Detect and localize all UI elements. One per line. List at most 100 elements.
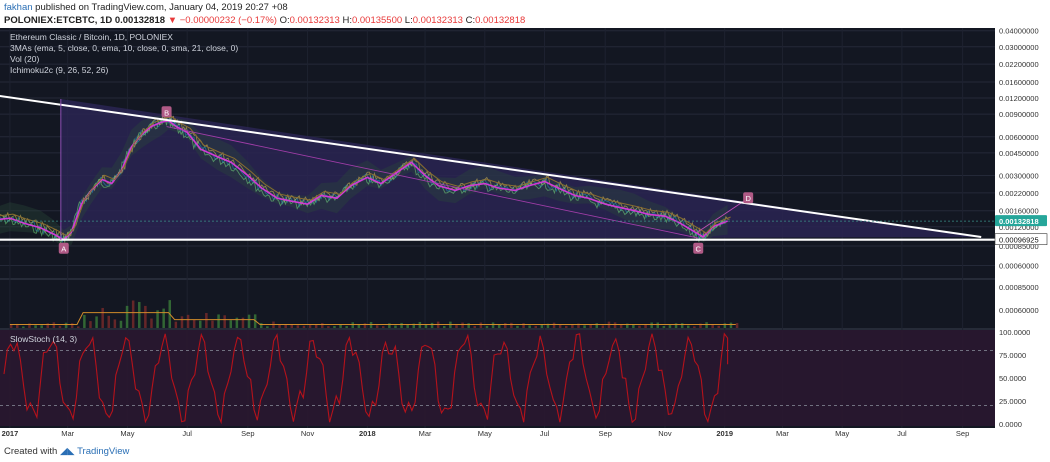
volume-bar [223,315,226,328]
volume-bar [138,301,141,328]
volume-bar [455,325,458,328]
volume-bar [192,319,196,328]
volume-bar [735,323,739,328]
volume-bar [394,325,397,328]
volume-bar [473,326,477,328]
volume-bar [443,326,446,328]
volume-bar [40,325,43,328]
support-price-badge [994,233,1048,246]
volume-bar [687,325,690,328]
volume-bar [583,325,586,328]
volume-bar [406,324,409,328]
published-text: published on TradingView.com, January 04… [35,2,288,13]
time-axis-background [0,428,995,440]
volume-bar [28,323,31,328]
time-tick-label: Jul [897,429,907,438]
volume-bar [77,326,80,328]
volume-bar [534,325,538,328]
volume-bar [119,320,123,328]
price-tick-label: 0.02200000 [999,60,1039,69]
volume-bar [180,316,184,328]
open-value: 0.00132313 [289,15,340,26]
volume-bar [229,320,233,328]
close-label: C: [465,15,476,26]
volume-bar [284,324,287,328]
volume-bar [125,305,129,328]
stoch-tick-label: 75.0000 [999,351,1026,360]
volume-bar [308,325,312,328]
volume-bar [595,323,599,328]
mas-label[interactable]: 3MAs (ema, 5, close, 0, ema, 10, close, … [10,43,239,53]
volume-bar [113,319,117,328]
volume-bar [656,322,660,328]
price-tick-label: 0.00120000 [999,223,1039,232]
volume-bar [9,324,13,328]
price-chart[interactable]: 0.04000000 0.03000000 0.02200000 0.01600000… [0,28,1050,440]
price-change: −0.00000232 (−0.17%) [179,15,277,26]
volume-bar [351,322,355,328]
volume-bar [211,320,214,328]
price-tick-label: 0.04000000 [999,28,1039,36]
volume-bar [217,314,220,328]
volume-bar [516,325,519,328]
point-label-badge [161,106,172,118]
volume-bar [540,324,544,328]
volume-bar [577,323,580,328]
volume-bar [510,322,513,328]
price-tick-label: 0.01600000 [999,78,1039,87]
volume-bar [674,323,678,328]
volume-bar [156,310,159,328]
stoch-label[interactable]: SlowStoch (14, 3) [10,334,78,344]
stoch-background [0,330,995,426]
volume-bar [290,324,294,328]
volume-bar [357,324,361,328]
ichimoku-cloud [0,114,728,249]
point-label-d: D [745,194,751,203]
volume-bar [723,323,727,328]
high-label: H: [342,15,352,26]
footer-brand[interactable]: TradingView [77,446,130,457]
point-label-c: C [696,245,702,254]
volume-bar [705,322,708,328]
last-price-badge-label: 0.00132818 [999,217,1039,226]
symbol-line: POLONIEX:ETCBTC, 1D 0.00132818 ▼ −0.0000… [4,15,525,26]
volume-bar [266,326,269,328]
volume-bar [382,326,385,328]
volume-bar [693,326,696,328]
volume-bar [339,324,342,328]
last-price-badge [995,215,1047,227]
volume-bar [101,307,104,328]
ichimoku-label[interactable]: Ichimoku2c (9, 26, 52, 26) [10,65,109,75]
volume-bar [235,317,239,328]
volume-bar [95,316,98,328]
volume-bar [626,323,629,328]
volume-bar [491,322,495,328]
volume-bar [400,322,403,328]
down-arrow-icon: ▼ [167,15,178,26]
time-tick-label: May [120,429,134,438]
volume-bar [528,325,531,328]
time-tick-label: May [835,429,849,438]
low-label: L: [404,15,413,26]
high-value: 0.00135500 [351,15,403,26]
price-tick-label: 0.01200000 [999,94,1039,103]
point-label-badge [58,242,69,254]
volume-bar [668,325,672,328]
time-tick-label: Mar [776,429,789,438]
volume-bar [70,323,74,328]
price-tick-label: 0.00900000 [999,110,1039,119]
volume-bar [522,323,525,328]
price-tick-label: 0.00160000 [999,207,1039,216]
descending-trendline [0,95,982,238]
price-tick-label: 0.00220000 [999,189,1039,198]
volume-bar [467,323,470,328]
volume-bar [162,308,165,328]
volume-bar [186,314,190,328]
volume-bar [131,300,135,328]
volume-bar [565,325,568,328]
author-link[interactable]: fakhan [4,2,33,13]
volume-bar [144,305,147,328]
vol-label[interactable]: Vol (20) [10,54,40,64]
volume-bar [363,323,367,328]
tradingview-logo-icon: ◢◣ [59,446,75,457]
